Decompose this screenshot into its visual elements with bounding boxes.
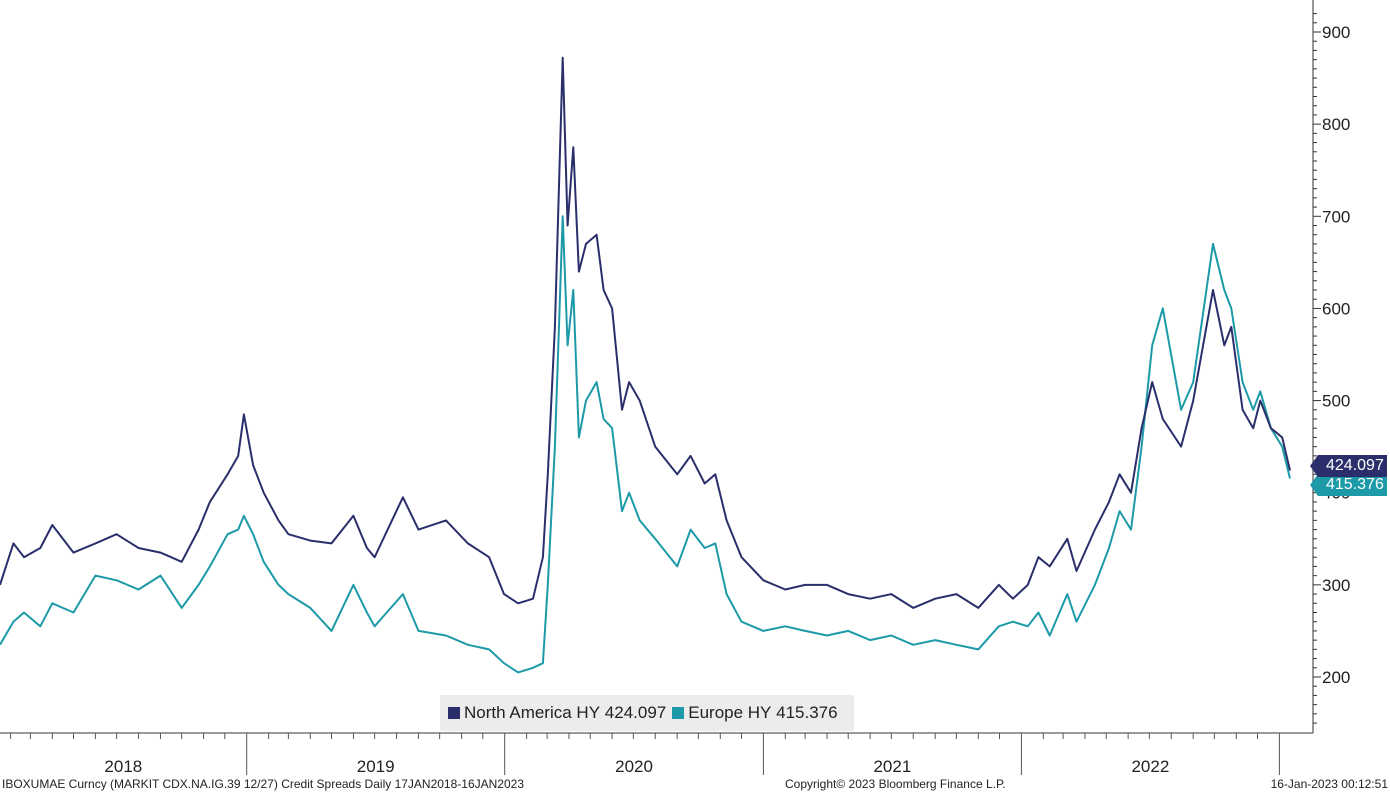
legend-swatch-north-america	[448, 707, 460, 719]
y-tick-label: 300	[1322, 576, 1350, 595]
x-year-label: 2018	[104, 757, 142, 776]
series-layer	[0, 56, 1291, 674]
legend-item-europe: Europe HY 415.376	[672, 703, 838, 723]
y-tick-label: 800	[1322, 115, 1350, 134]
legend-value-north-america: 424.097	[604, 703, 667, 722]
y-tick-label: 600	[1322, 299, 1350, 318]
legend: North America HY 424.097 Europe HY 415.3…	[440, 695, 854, 731]
legend-item-north-america: North America HY 424.097	[448, 703, 666, 723]
y-tick-label: 900	[1322, 23, 1350, 42]
footer-timestamp: 16-Jan-2023 00:12:51	[1270, 777, 1388, 791]
x-year-label: 2022	[1131, 757, 1169, 776]
y-tick-label: 500	[1322, 392, 1350, 411]
legend-label-north-america: North America HY	[464, 703, 601, 722]
legend-value-europe: 415.376	[776, 703, 838, 722]
y-tick-label: 200	[1322, 668, 1350, 687]
last-value-tag-north-america: 424.097	[1310, 454, 1387, 477]
x-year-label: 2019	[357, 757, 395, 776]
series-line-north-america	[0, 56, 1291, 609]
last-value-europe-text: 415.376	[1326, 475, 1384, 493]
last-value-tag-europe: 415.376	[1310, 473, 1387, 496]
footer-ticker-info: IBOXUMAE Curncy (MARKIT CDX.NA.IG.39 12/…	[2, 777, 524, 791]
legend-label-europe: Europe HY	[688, 703, 772, 722]
x-year-label: 2021	[873, 757, 911, 776]
axis-layer: 2003004005006007008009002018201920202021…	[0, 0, 1350, 776]
y-tick-label: 700	[1322, 207, 1350, 226]
legend-swatch-europe	[672, 707, 685, 719]
last-value-north-america-text: 424.097	[1326, 456, 1384, 474]
footer-copyright: Copyright© 2023 Bloomberg Finance L.P.	[785, 777, 1006, 791]
series-line-europe	[0, 215, 1291, 674]
x-year-label: 2020	[615, 757, 653, 776]
